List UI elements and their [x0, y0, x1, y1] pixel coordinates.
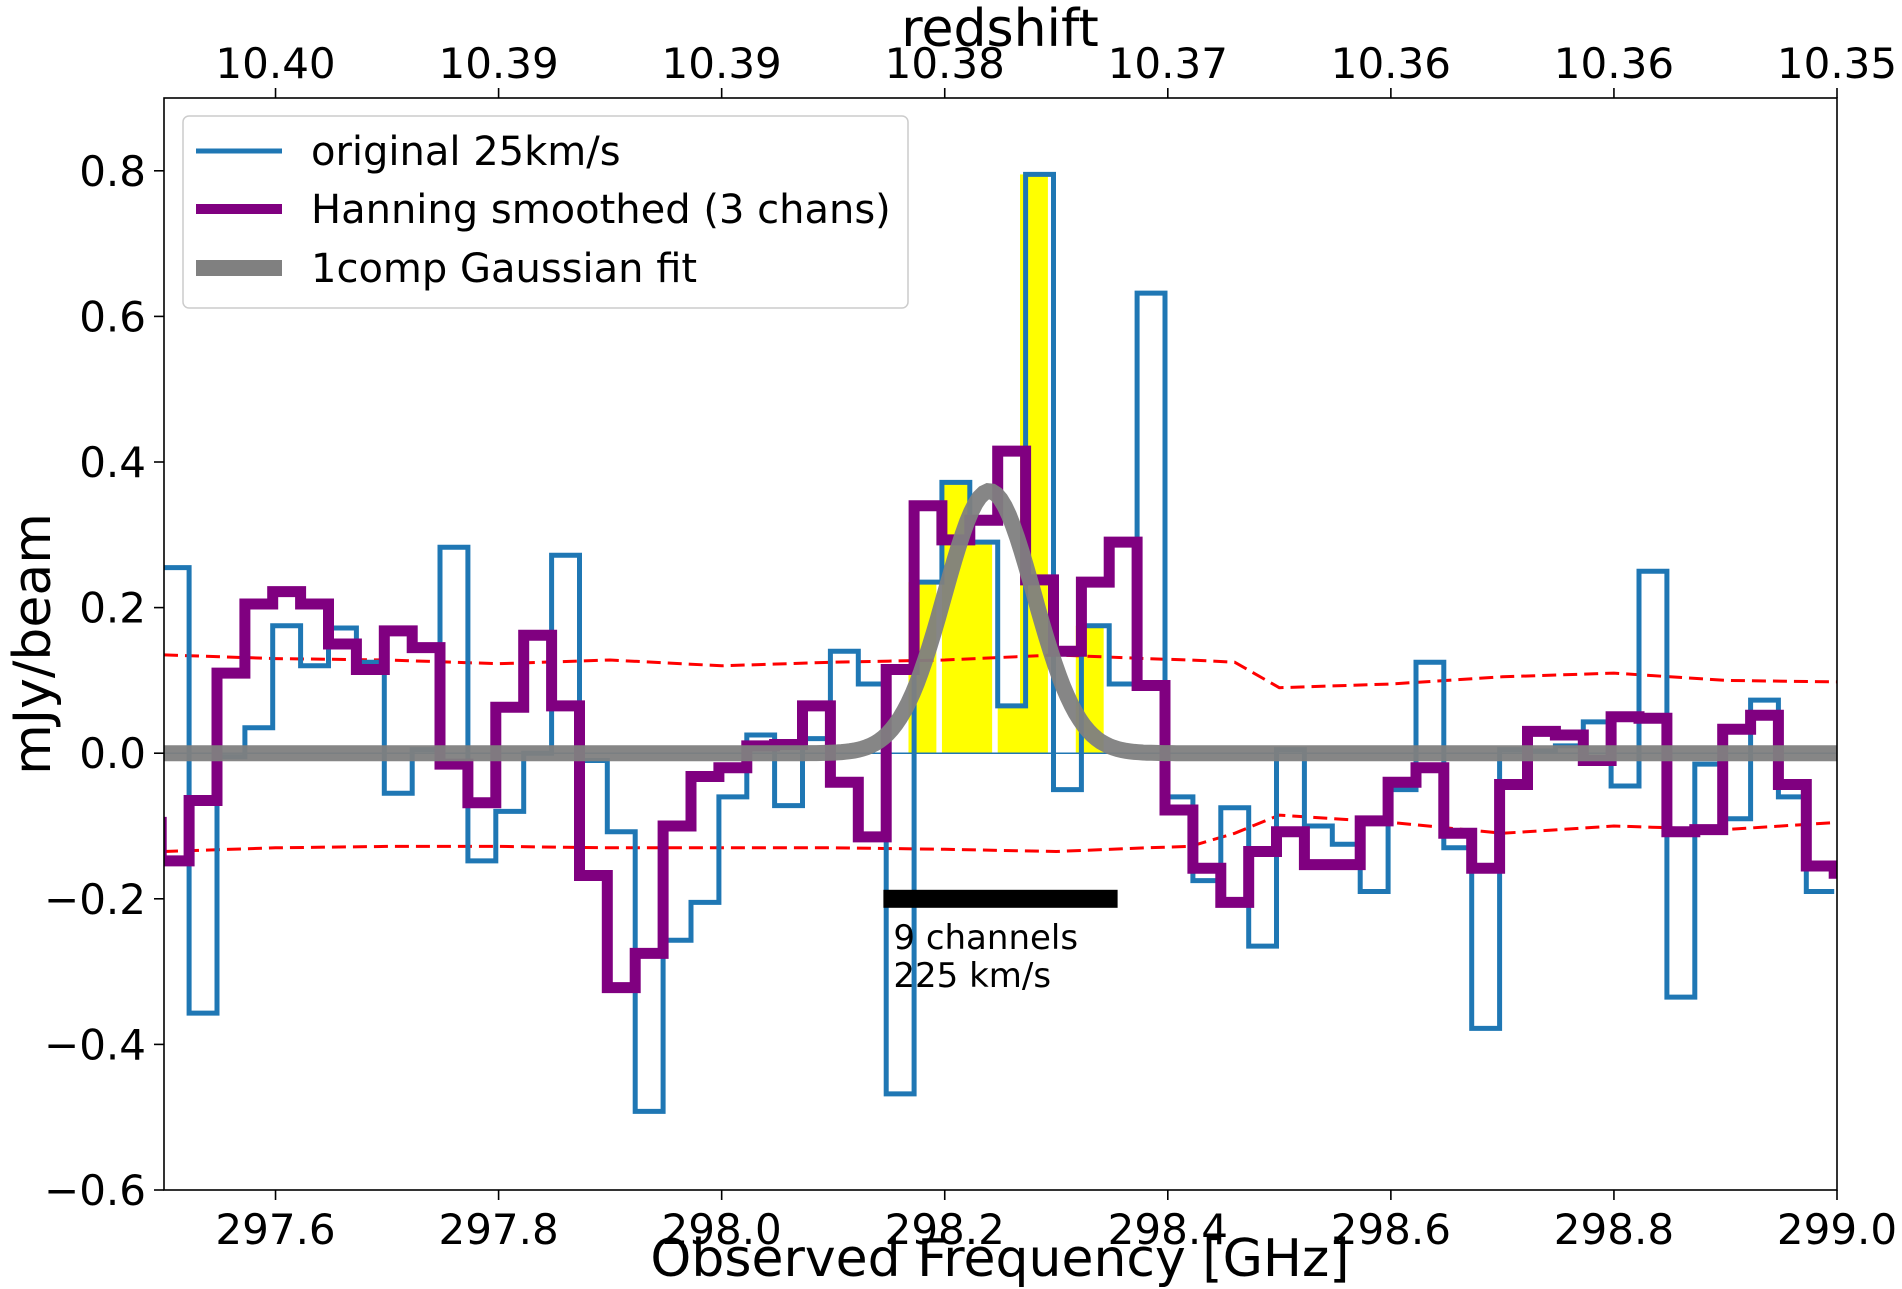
axes: 297.6 297.8 298.0 298.2 298.4 298.6 298.8 299.0… — [44, 39, 1897, 1254]
legend-label-original: original 25km/s — [311, 129, 621, 175]
y-tick-label: −0.6 — [44, 1166, 146, 1215]
x-tick-label: 298.4 — [1108, 1205, 1228, 1254]
scale-bar — [883, 889, 1118, 908]
y-tick-label: −0.4 — [44, 1020, 146, 1069]
line-highlight-fill — [908, 174, 1104, 754]
top-tick-label: 10.35 — [1777, 39, 1897, 88]
noise-band — [164, 653, 1837, 854]
scale-bar-label-velocity: 225 km/s — [893, 956, 1051, 996]
y-axis-title: mJy/beam — [3, 513, 63, 775]
x-tick-label: 298.0 — [662, 1205, 782, 1254]
top-tick-label: 10.37 — [1108, 39, 1228, 88]
y-tick-label: 0.4 — [79, 438, 146, 487]
top-tick-label: 10.36 — [1554, 39, 1674, 88]
x-tick-label: 297.6 — [215, 1205, 335, 1254]
y-tick-label: −0.2 — [44, 875, 146, 924]
x-axis-title: Observed Frequency [GHz] — [650, 1229, 1349, 1289]
channel-scale-bar: 9 channels 225 km/s — [883, 889, 1118, 996]
top-tick-label: 10.39 — [438, 39, 558, 88]
y-tick-label: 0.2 — [79, 584, 146, 633]
y-tick-label: 0.0 — [79, 729, 146, 778]
series-gaussian-fit — [164, 483, 1837, 762]
noise-lower-line — [164, 813, 1837, 854]
x-tick-label: 298.8 — [1554, 1205, 1674, 1254]
legend: original 25km/s Hanning smoothed (3 chan… — [182, 115, 909, 309]
x-tick-label: 297.8 — [438, 1205, 558, 1254]
plot-frame — [163, 97, 1838, 1191]
legend-label-gaussian: 1comp Gaussian fit — [311, 246, 697, 292]
series-layer — [164, 171, 1837, 1114]
top-tick-label: 10.36 — [1331, 39, 1451, 88]
x-tick-label: 298.2 — [885, 1205, 1005, 1254]
top-tick-label: 10.38 — [885, 39, 1005, 88]
scale-bar-label-channels: 9 channels — [893, 918, 1078, 958]
legend-label-hanning: Hanning smoothed (3 chans) — [311, 187, 891, 233]
x-tick-label: 299.0 — [1777, 1205, 1897, 1254]
legend-box — [182, 115, 909, 309]
noise-upper-line — [164, 653, 1837, 690]
top-tick-label: 10.39 — [662, 39, 782, 88]
highlight-bar — [964, 542, 993, 754]
x-tick-label: 298.6 — [1331, 1205, 1451, 1254]
y-tick-label: 0.8 — [79, 147, 146, 196]
top-axis-title: redshift — [901, 0, 1099, 59]
series-hanning-line — [164, 445, 1837, 994]
top-tick-label: 10.40 — [215, 39, 335, 88]
y-tick-label: 0.6 — [79, 292, 146, 341]
